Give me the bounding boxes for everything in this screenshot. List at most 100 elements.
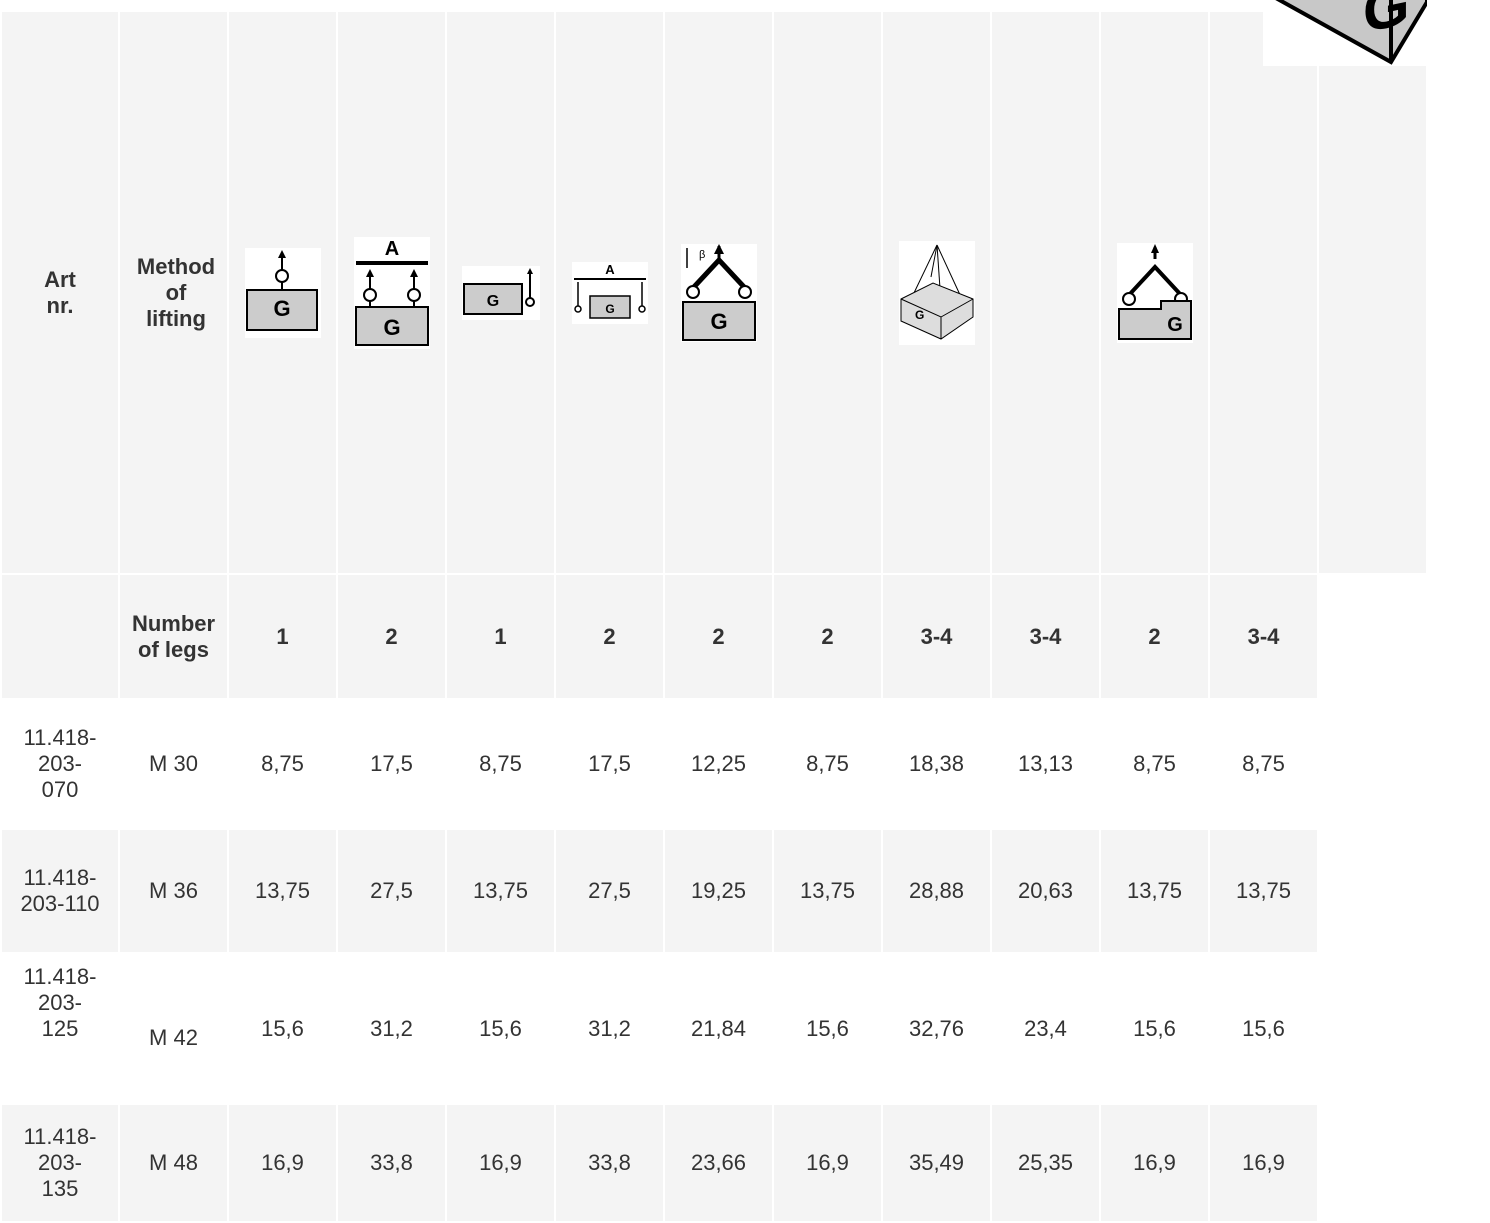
- svg-text:G: G: [710, 309, 727, 334]
- method-header: Method of lifting: [136, 253, 216, 331]
- icon-cell: G: [447, 12, 554, 573]
- icon-cell: A G: [338, 12, 445, 573]
- load-cell: 27,5: [556, 830, 663, 952]
- legs-value: 3-4: [920, 623, 953, 649]
- legs-cell: 2: [665, 575, 772, 698]
- legs-cell: 2: [1101, 575, 1208, 698]
- legs-value: 2: [603, 623, 616, 649]
- icon-cell: A G: [556, 12, 663, 573]
- icon-cell: G: [1101, 12, 1208, 573]
- legs-value: 1: [494, 623, 507, 649]
- data-row: 11.418-203-110 M 36 13,75 27,5 13,75 27,5 19,2…: [2, 830, 1426, 952]
- legs-value: 3-4: [1029, 623, 1062, 649]
- data-row: 11.418-203-135 M 48 16,9 33,8 16,9 33,8 23,66 1…: [2, 1105, 1426, 1221]
- load-cell: 21,84: [665, 954, 772, 1103]
- icon-four-leg: G: [898, 240, 975, 345]
- load-cell: 15,6: [229, 954, 336, 1103]
- load-cell: 17,5: [556, 700, 663, 828]
- art-number: 11.418-203-125: [23, 964, 97, 1041]
- legs-value: 2: [712, 623, 725, 649]
- icon-cell: G: [883, 12, 990, 573]
- load-cell: 15,6: [1101, 954, 1208, 1103]
- svg-text:A: A: [384, 238, 398, 260]
- header-cell: Method of lifting: [120, 12, 227, 573]
- svg-text:G: G: [486, 293, 498, 310]
- data-row: 11.418-203-125 M 42 15,6 31,2 15,6 31,2 21,84 1…: [2, 954, 1426, 1103]
- empty-cell: [1210, 12, 1317, 573]
- load-cell: 8,75: [774, 700, 881, 828]
- icon-cell: β G: [665, 12, 772, 573]
- load-cell: 16,9: [229, 1105, 336, 1221]
- legs-row: Number of legs 1 2 1 2 2 2 3-4 3-4 2 3-4: [2, 575, 1426, 698]
- load-cell: 32,76: [883, 954, 990, 1103]
- load-cell: 25,35: [992, 1105, 1099, 1221]
- art-cell: 11.418-203-135: [2, 1105, 118, 1221]
- art-cell: 11.418-203-125: [2, 954, 118, 1103]
- load-cell: 18,38: [883, 700, 990, 828]
- svg-text:G: G: [915, 308, 924, 322]
- empty-cell: [992, 12, 1099, 573]
- load-cell: 35,49: [883, 1105, 990, 1221]
- load-cell: 8,75: [1210, 700, 1317, 828]
- legs-cell: 1: [229, 575, 336, 698]
- legs-cell: 2: [338, 575, 445, 698]
- legs-cell: 3-4: [992, 575, 1099, 698]
- empty-cell: [774, 12, 881, 573]
- load-cell: 8,75: [229, 700, 336, 828]
- icon-side: G: [461, 265, 540, 320]
- svg-text:G: G: [383, 315, 400, 340]
- load-cell: 20,63: [992, 830, 1099, 952]
- load-cell: 23,4: [992, 954, 1099, 1103]
- art-number: 11.418-203-135: [23, 1124, 97, 1201]
- data-row: 11.418-203-070 M 30 8,75 17,5 8,75 17,5 12,25 8…: [2, 700, 1426, 828]
- load-cell: 13,75: [447, 830, 554, 952]
- legs-value: 2: [1148, 623, 1161, 649]
- load-cell: 27,5: [338, 830, 445, 952]
- svg-text:A: A: [605, 262, 615, 277]
- load-cell: 8,75: [1101, 700, 1208, 828]
- icon-beam: A G: [353, 236, 430, 349]
- icon-cell: β G: [1263, 0, 1427, 573]
- empty-cell: [2, 575, 118, 698]
- load-cell: 33,8: [338, 1105, 445, 1221]
- load-cell: 16,9: [774, 1105, 881, 1221]
- legs-value: 2: [821, 623, 834, 649]
- load-cell: 8,75: [447, 700, 554, 828]
- legs-cell: 2: [556, 575, 663, 698]
- legs-cell: 3-4: [1210, 575, 1317, 698]
- icon-large: β G: [1263, 0, 1427, 66]
- load-cell: 23,66: [665, 1105, 772, 1221]
- legs-value: 3-4: [1247, 623, 1280, 649]
- load-cell: 13,75: [1210, 830, 1317, 952]
- load-cell: 17,5: [338, 700, 445, 828]
- legs-value: 1: [276, 623, 289, 649]
- load-cell: 19,25: [665, 830, 772, 952]
- load-cell: 28,88: [883, 830, 990, 952]
- load-cell: 16,9: [1210, 1105, 1317, 1221]
- load-cell: 31,2: [556, 954, 663, 1103]
- size-cell: M 42: [120, 954, 227, 1103]
- legs-cell: 3-4: [883, 575, 990, 698]
- load-cell: 33,8: [556, 1105, 663, 1221]
- load-cell: 13,75: [229, 830, 336, 952]
- load-cell: 12,25: [665, 700, 772, 828]
- art-cell: 11.418-203-110: [2, 830, 118, 952]
- load-cell: 13,13: [992, 700, 1099, 828]
- load-cell: 15,6: [447, 954, 554, 1103]
- icon-beam-small: A G: [571, 261, 648, 324]
- art-cell: 11.418-203-070: [2, 700, 118, 828]
- load-cell: 15,6: [774, 954, 881, 1103]
- art-header: Art nr.: [44, 266, 76, 318]
- icon-cell: G: [229, 12, 336, 573]
- load-table: Art nr. Method of lifting G A: [0, 0, 1428, 1223]
- size-cell: M 30: [120, 700, 227, 828]
- load-cell: 16,9: [1101, 1105, 1208, 1221]
- icon-two-leg: β G: [680, 243, 757, 342]
- svg-text:G: G: [605, 302, 614, 316]
- load-cell: 13,75: [774, 830, 881, 952]
- load-cell: 31,2: [338, 954, 445, 1103]
- load-cell: 15,6: [1210, 954, 1317, 1103]
- icon-two-leg-step: G: [1116, 242, 1193, 343]
- legs-value: 2: [385, 623, 398, 649]
